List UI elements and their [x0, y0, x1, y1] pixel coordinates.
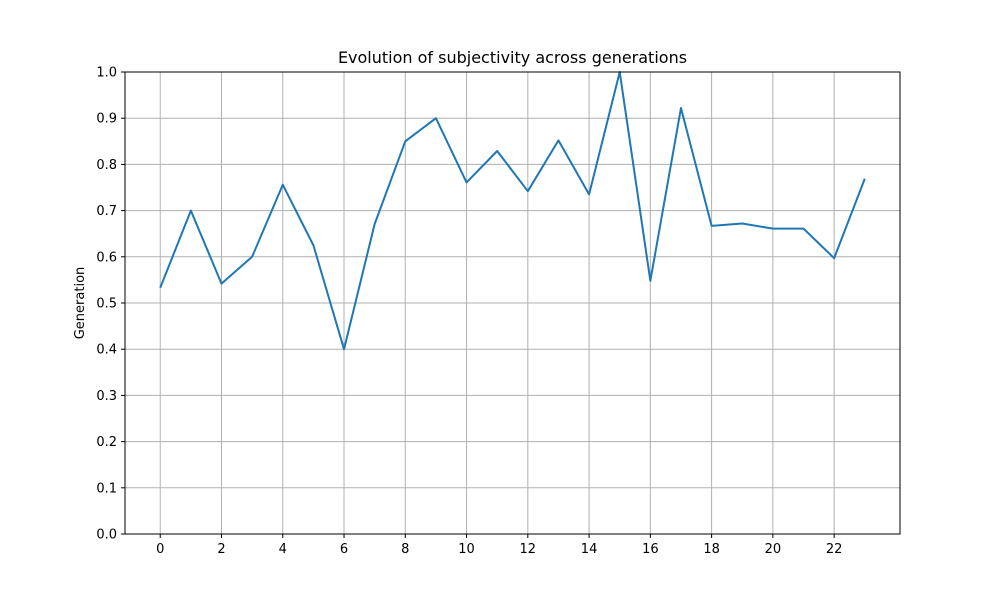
x-tick-label: 6: [340, 542, 348, 557]
y-tick-label: 0.8: [96, 158, 117, 173]
x-tick-label: 16: [642, 542, 659, 557]
x-tick-label: 18: [703, 542, 720, 557]
y-tick-label: 0.7: [96, 204, 117, 219]
grid-layer: [125, 71, 900, 535]
y-tick-label: 0.0: [96, 528, 117, 543]
x-tick-label: 22: [826, 542, 843, 557]
tick-layer: 0 2 4 6 8 10 12 14 16 18 20 22 0.0 0.1 0.2 0.3 0.4 0.5 0.6…: [96, 66, 842, 558]
x-tick-label: 0: [156, 542, 164, 557]
y-axis-label: Generation: [73, 267, 88, 340]
x-tick-label: 14: [581, 542, 598, 557]
x-tick-label: 10: [458, 542, 475, 557]
x-tick-label: 12: [520, 542, 537, 557]
series-line: [159, 71, 866, 351]
y-tick-label: 0.4: [96, 343, 117, 358]
x-tick-label: 4: [279, 542, 287, 557]
y-tick-label: 0.9: [96, 112, 117, 127]
x-tick-label: 20: [765, 542, 782, 557]
series-layer: [159, 71, 866, 351]
chart-title: Evolution of subjectivity across generat…: [338, 48, 687, 67]
y-tick-label: 0.1: [96, 481, 117, 496]
x-tick-label: 8: [401, 542, 409, 557]
y-tick-label: 1.0: [96, 66, 117, 81]
x-tick-label: 2: [217, 542, 225, 557]
y-tick-label: 0.6: [96, 250, 117, 265]
y-tick-label: 0.2: [96, 435, 117, 450]
y-tick-label: 0.5: [96, 297, 117, 312]
y-tick-label: 0.3: [96, 389, 117, 404]
